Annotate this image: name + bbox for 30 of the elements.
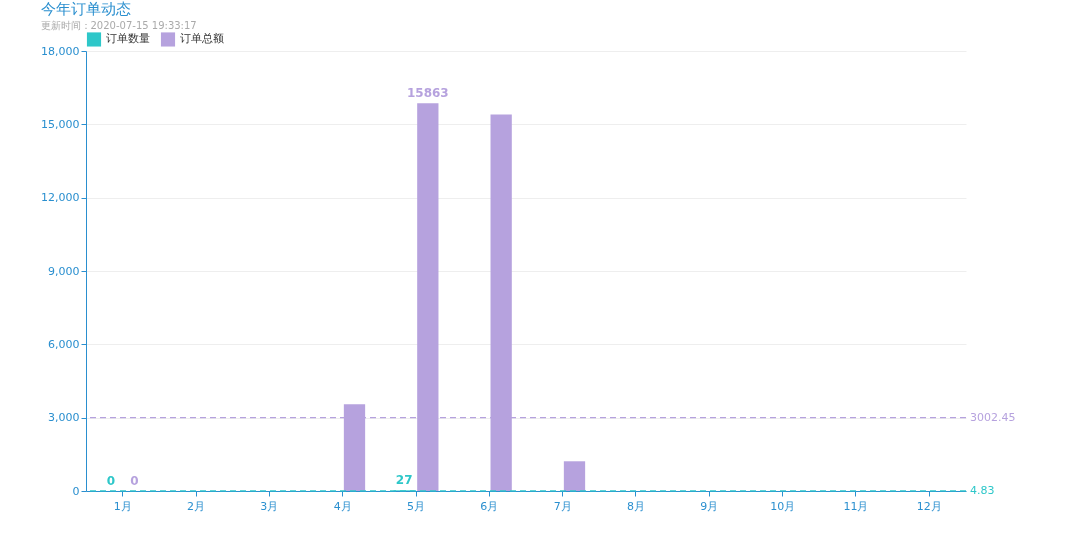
annotation: 0 — [106, 474, 116, 488]
bar — [563, 461, 586, 491]
y-tick-label: 18,000 — [41, 44, 80, 58]
legend-label: 订单数量 — [106, 32, 150, 46]
y-tick-label: 3,000 — [48, 411, 80, 425]
x-tick-label: 4月 — [333, 499, 352, 513]
annotation: 0 — [130, 474, 139, 488]
y-tick-label: 15,000 — [41, 117, 80, 131]
chart-subtitle: 更新时间：2020-07-15 19:33:17 — [40, 20, 197, 31]
x-tick-label: 5月 — [407, 499, 425, 513]
ref-line-label: 4.83 — [970, 483, 995, 497]
annotation: 27 — [395, 473, 413, 488]
x-tick-label: 1月 — [113, 499, 132, 513]
x-tick-label: 11月 — [843, 499, 869, 513]
x-tick-label: 2月 — [187, 499, 205, 513]
y-tick-label: 0 — [72, 484, 80, 498]
x-tick-label: 3月 — [260, 499, 279, 513]
y-tick-label: 6,000 — [48, 337, 80, 351]
y-tick-label: 12,000 — [41, 191, 80, 205]
x-tick-label: 8月 — [627, 499, 645, 513]
ref-line-label: 3002.45 — [970, 410, 1016, 424]
x-tick-label: 10月 — [770, 499, 796, 513]
x-tick-label: 9月 — [700, 499, 719, 513]
x-tick-label: 12月 — [916, 499, 942, 513]
x-tick-label: 6月 — [480, 499, 499, 513]
annotation: 15863 — [406, 86, 449, 101]
chart-title: 今年订单动态 — [40, 0, 131, 18]
legend-label: 订单总额 — [180, 32, 224, 46]
x-tick-label: 7月 — [553, 499, 572, 513]
y-tick-label: 9,000 — [48, 264, 80, 278]
